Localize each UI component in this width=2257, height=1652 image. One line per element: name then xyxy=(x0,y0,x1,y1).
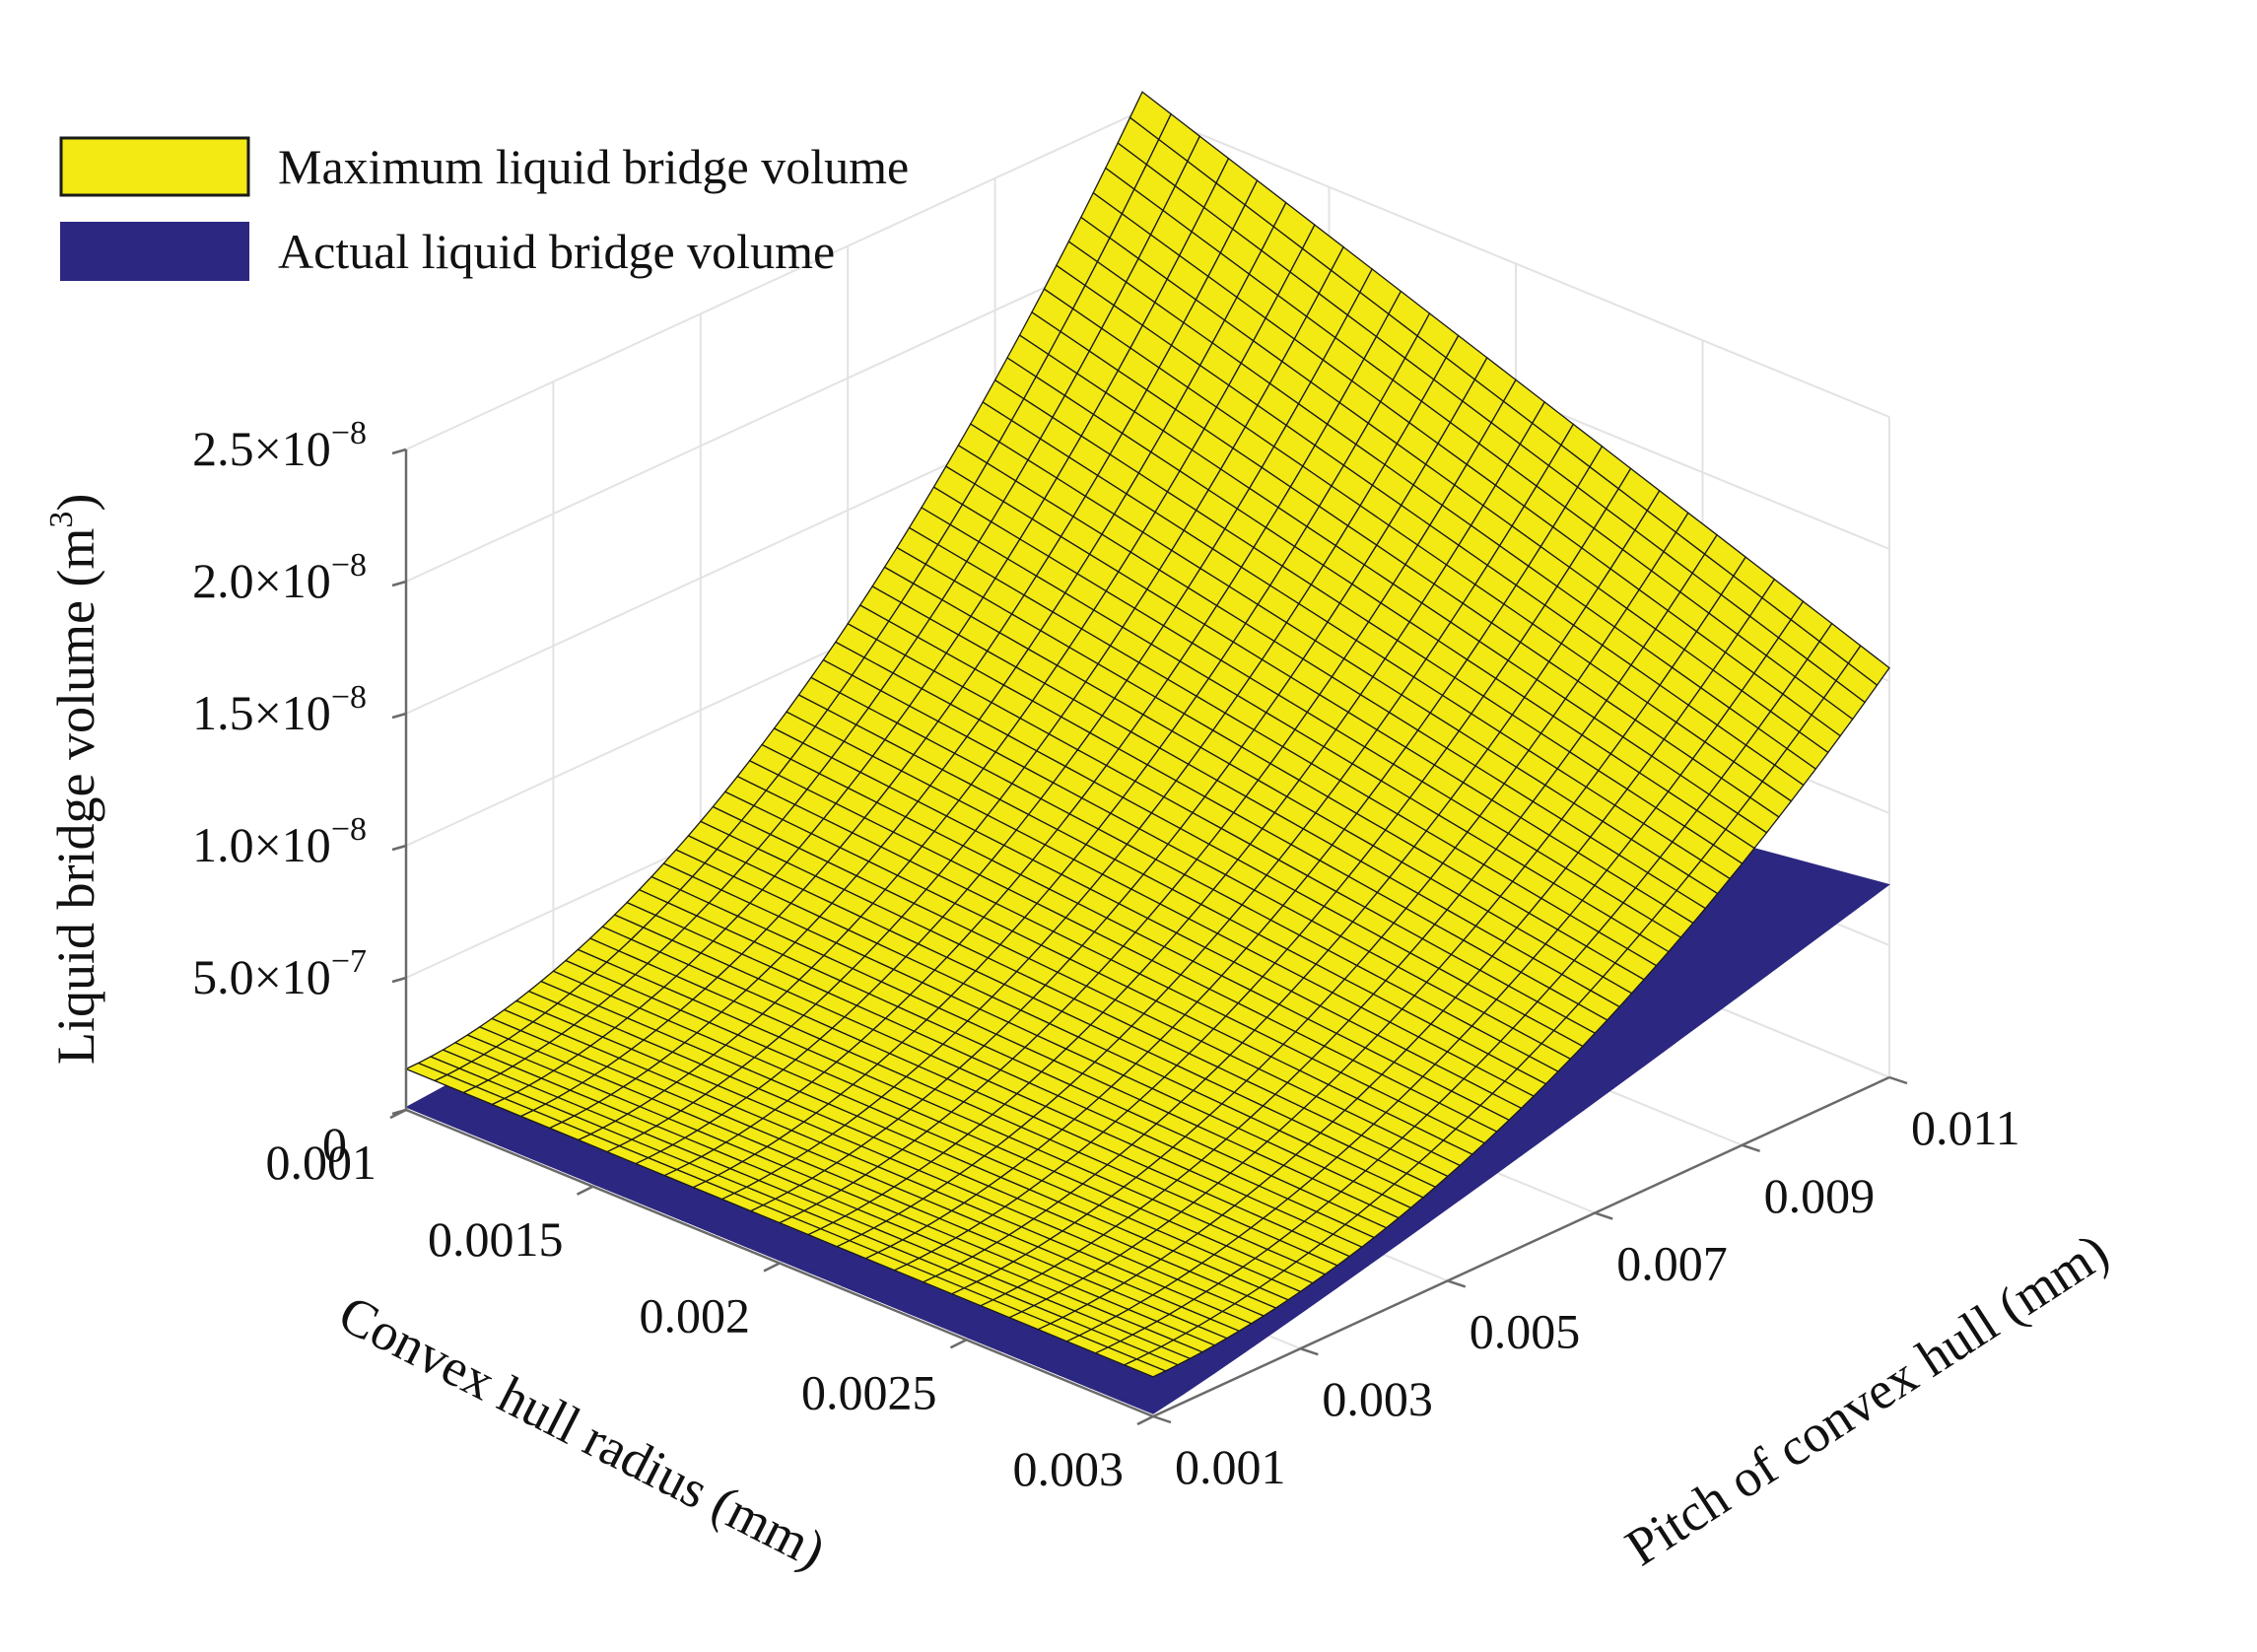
y-tick-mark xyxy=(1152,1414,1172,1424)
legend-swatch-maximum xyxy=(59,136,250,197)
y-tick-label: 0.011 xyxy=(1911,1100,2020,1155)
z-tick-label: 0 xyxy=(322,1117,347,1172)
legend-label-actual: Actual liquid bridge volume xyxy=(278,224,835,279)
y-tick-mark xyxy=(1594,1211,1613,1220)
z-tick-mark xyxy=(391,580,407,587)
z-tick-label: 1.5×10−8 xyxy=(192,679,367,740)
x-axis-ticks: 0.001 0.0015 0.002 0.0025 0.003 xyxy=(266,1108,1154,1496)
y-tick-mark xyxy=(1742,1143,1760,1152)
y-axis-line xyxy=(1152,1075,1890,1418)
z-axis-label: Liquid bridge volume (m3) xyxy=(43,494,105,1065)
z-tick-label: 1.0×10−8 xyxy=(192,811,367,872)
x-axis-label: Convex hull radius (mm) xyxy=(330,1283,835,1580)
y-tick-label: 0.007 xyxy=(1616,1236,1728,1291)
z-tick-mark xyxy=(391,447,407,455)
legend-label-maximum: Maximum liquid bridge volume xyxy=(278,139,909,194)
legend: Maximum liquid bridge volume Actual liqu… xyxy=(59,136,909,281)
x-tick-label: 0.001 xyxy=(266,1135,377,1190)
x-tick-mark xyxy=(763,1262,781,1273)
x-tick-label: 0.002 xyxy=(640,1288,751,1343)
y-tick-label: 0.009 xyxy=(1764,1168,1876,1223)
surface-cell xyxy=(1123,1358,1168,1378)
x-tick-mark xyxy=(949,1339,968,1349)
surface-cell xyxy=(1121,1380,1185,1414)
z-tick-mark xyxy=(391,976,407,984)
y-tick-label: 0.003 xyxy=(1322,1371,1433,1426)
x-tick-label: 0.0015 xyxy=(428,1211,564,1267)
x-tick-mark xyxy=(576,1185,594,1196)
z-tick-mark xyxy=(391,712,407,720)
legend-swatch-actual xyxy=(60,222,249,281)
y-tick-mark xyxy=(1300,1347,1319,1356)
z-tick-label: 2.5×10−8 xyxy=(192,415,367,476)
x-tick-mark xyxy=(1136,1414,1154,1426)
z-tick-mark xyxy=(391,844,407,852)
surface-layer xyxy=(404,91,1890,1414)
z-tick-label: 5.0×10−7 xyxy=(192,943,367,1004)
y-tick-label: 0.001 xyxy=(1175,1439,1286,1494)
y-axis-ticks: 0.001 0.003 0.005 0.007 0.009 0.011 xyxy=(1152,1075,2020,1494)
maximum-volume-surface xyxy=(404,91,1890,1378)
x-tick-label: 0.0025 xyxy=(801,1364,937,1419)
z-axis-ticks: 0 5.0×10−7 1.0×10−8 1.5×10−8 2.0×10−8 2.5×10−… xyxy=(192,415,407,1172)
y-tick-label: 0.005 xyxy=(1470,1303,1581,1358)
y-tick-mark xyxy=(1447,1279,1467,1288)
x-tick-mark xyxy=(389,1108,407,1120)
x-tick-label: 0.003 xyxy=(1013,1441,1125,1496)
y-tick-mark xyxy=(1888,1075,1908,1085)
z-tick-label: 2.0×10−8 xyxy=(192,547,367,608)
